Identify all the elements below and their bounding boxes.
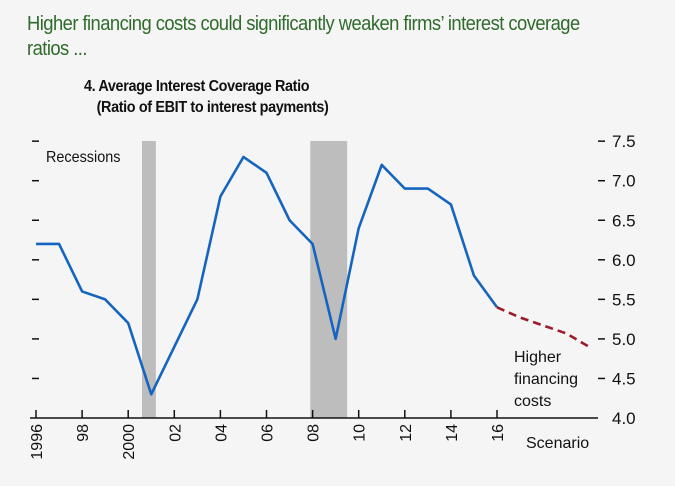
y-tick-label: 4.0: [612, 409, 636, 428]
y-tick-label: 6.5: [612, 211, 636, 230]
recession-bands: [142, 141, 348, 418]
y-tick-label: 6.0: [612, 251, 636, 270]
y-tick-label: 5.5: [612, 290, 636, 309]
scenario-annotation-line1: Higher: [514, 349, 562, 366]
historical-line: [36, 155, 499, 396]
recessions-label: Recessions: [46, 148, 121, 166]
scenario-annotation-line3: costs: [514, 393, 551, 410]
x-tick-label: 08: [306, 424, 323, 442]
x-tick-label: 10: [352, 424, 369, 442]
y-tick-label: 7.0: [612, 172, 636, 191]
y-tick-label: 5.0: [612, 330, 636, 349]
scenario-annotation-line2: financing: [514, 371, 578, 388]
x-tick-label: 02: [167, 424, 184, 442]
y-tick-label: 4.5: [612, 369, 636, 388]
x-tick-label: 98: [75, 424, 92, 442]
series-lines: [35, 155, 590, 396]
x-tick-label: 16: [490, 424, 507, 442]
chart-title-main: 4. Average Interest Coverage Ratio: [84, 78, 310, 95]
headline: Higher financing costs could significant…: [27, 13, 580, 60]
x-tick-label: 04: [213, 424, 230, 442]
chart-title: 4. Average Interest Coverage Ratio (Rati…: [84, 76, 329, 118]
scenario-label: Scenario: [526, 435, 589, 452]
axes: 4.0 4.5 5.0 5.5 6.0 6.5 7.0 7.5 1996 98 2000 02 04 06…: [29, 132, 636, 459]
x-tick-label: 14: [444, 424, 461, 442]
x-tick-label: 2000: [121, 424, 138, 460]
x-tick-label: 12: [398, 424, 415, 442]
recession-band: [142, 141, 156, 418]
y-tick-label: 7.5: [612, 132, 636, 151]
recession-band: [310, 141, 348, 418]
x-tick-label: 1996: [29, 424, 46, 460]
x-tick-label: 06: [260, 424, 277, 442]
scenario-line: [496, 306, 590, 348]
chart-subtitle: (Ratio of EBIT to interest payments): [96, 99, 329, 116]
